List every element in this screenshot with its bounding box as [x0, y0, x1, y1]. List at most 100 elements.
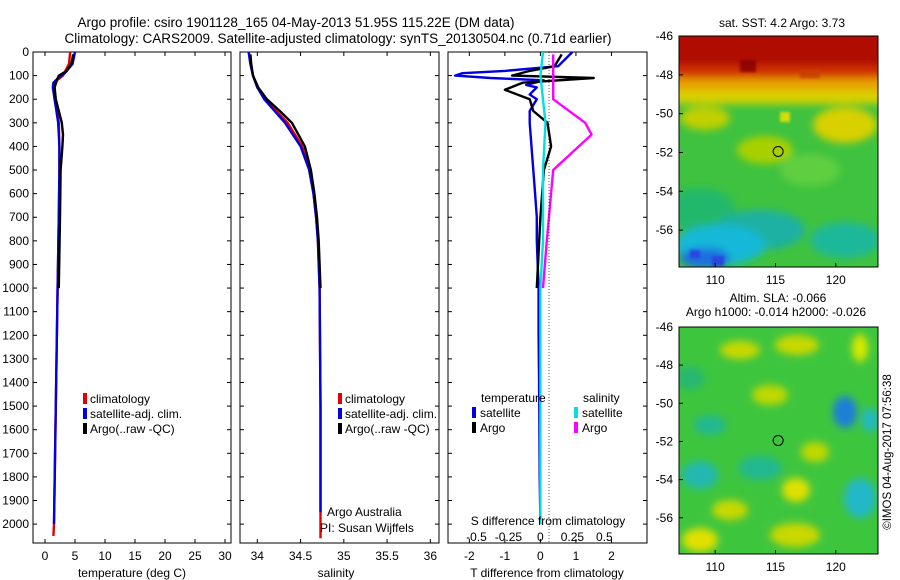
annotation-pi: PI: Susan Wijffels [320, 521, 414, 535]
depth-tick-label: 1900 [2, 494, 29, 508]
x-tick-label: 34 [251, 549, 265, 563]
series-line-argo-raw-qc [249, 54, 322, 289]
legend-swatch-satellite [83, 408, 87, 419]
map-lat-label: -46 [656, 320, 674, 334]
header-line1: Argo profile: csiro 1901128_165 04-May-2… [77, 15, 514, 30]
map-lon-label: 115 [766, 273, 785, 287]
depth-tick-label: 500 [9, 163, 29, 177]
map-lat-label: -46 [656, 29, 674, 43]
x-tick-label: 1 [573, 549, 580, 563]
x-tick-label: 2 [608, 549, 615, 563]
legend-swatch-climatology [338, 393, 342, 404]
s-diff-tick-label: -0.5 [466, 530, 487, 544]
map-lat-label: -48 [656, 358, 674, 372]
depth-tick-label: 800 [9, 234, 29, 248]
depth-tick-label: 700 [9, 210, 29, 224]
x-tick-label: 15 [128, 549, 142, 563]
x-tick-label: 10 [98, 549, 112, 563]
difference-x-ticks: -2 -1 0 1 2 [464, 52, 615, 563]
depth-tick-label: 0 [22, 45, 29, 59]
x-tick-label: 25 [188, 549, 202, 563]
legend-swatch-climatology [83, 393, 87, 404]
depth-tick-label: 1700 [2, 446, 29, 460]
argo-location-marker [772, 435, 784, 446]
sla-map-title: Altim. SLA: -0.066 [730, 291, 827, 305]
depth-tick-label: 600 [9, 187, 29, 201]
temperature-xlabel: temperature (deg C) [78, 566, 186, 580]
legend-label-satellite: satellite-adj. clim. [90, 407, 182, 421]
t-diff-xlabel: T difference from climatology [470, 566, 624, 580]
series-line-temperature-argo [503, 53, 595, 289]
map-lat-label: -48 [656, 68, 674, 82]
difference-series [453, 51, 595, 525]
legend-group-temperature: temperature [481, 391, 546, 405]
annotation-argo-australia: Argo Australia [327, 505, 402, 519]
x-tick-label: 0 [42, 549, 49, 563]
series-line-climatology [247, 51, 322, 539]
s-diff-xlabel: S difference from climatology [471, 514, 626, 528]
map-lon-label: 110 [706, 273, 725, 287]
x-tick-label: 34.5 [289, 549, 313, 563]
salinity-x-ticks: 34 34.5 35 35.5 36 [251, 52, 438, 563]
x-tick-label: 0 [537, 549, 544, 563]
map-lat-label: -50 [656, 396, 674, 410]
depth-tick-label: 400 [9, 139, 29, 153]
map-lat-label: -56 [656, 223, 674, 237]
x-tick-label: -2 [464, 549, 475, 563]
s-diff-tick-label: -0.25 [495, 530, 523, 544]
legend-label-climatology: climatology [345, 392, 405, 406]
temperature-x-ticks: 0 5 10 15 20 25 30 [42, 52, 232, 563]
salinity-depth-ticks [240, 51, 439, 525]
temperature-panel: 0100200300400500600700800900100011001200… [2, 45, 232, 580]
depth-tick-label: 1100 [3, 305, 29, 319]
x-tick-label: 30 [218, 549, 232, 563]
legend-label-argo: Argo(..raw -QC) [90, 422, 175, 436]
sla-map-ticks: -46 -48 -50 -52 -54 -56 110 115 120 [656, 320, 846, 574]
depth-tick-label: 1400 [2, 375, 29, 389]
series-line-salinity-satellite [539, 51, 547, 525]
map-lon-label: 115 [766, 560, 785, 574]
sla-map-subtitle: Argo h1000: -0.014 h2000: -0.026 [686, 305, 866, 319]
depth-tick-label: 200 [9, 92, 29, 106]
salinity-xlabel: salinity [318, 566, 355, 580]
map-lat-label: -56 [656, 511, 674, 525]
depth-tick-label: 300 [9, 116, 29, 130]
depth-tick-label: 900 [9, 257, 29, 271]
map-lat-label: -52 [656, 145, 674, 159]
temperature-series [51, 51, 77, 536]
legend-label-climatology: climatology [90, 392, 150, 406]
sla-map-frame [678, 326, 879, 555]
footer-credit: ©IMOS 04-Aug-2017 07:56:38 [882, 374, 894, 530]
sst-map-frame [678, 35, 879, 268]
legend-swatch-argo [338, 423, 342, 434]
salinity-panel: 34 34.5 35 35.5 36 salinity climatology sate… [239, 51, 440, 580]
sst-map-panel: sat. SST: 4.2 Argo: 3.73 [656, 16, 879, 287]
difference-top-tick-labels: -0.5 -0.25 0 0.25 0.5 [466, 530, 613, 544]
legend-swatch-argo [83, 423, 87, 434]
depth-tick-label: 1500 [2, 399, 29, 413]
temperature-legend: climatology satellite-adj. clim. Argo(..… [83, 392, 182, 436]
temperature-axes-box [32, 51, 232, 544]
legend-label-s-argo: Argo [582, 421, 608, 435]
sst-map-title: sat. SST: 4.2 Argo: 3.73 [719, 16, 845, 30]
sst-map-ticks: -46 -48 -50 -52 -54 -56 110 115 120 [656, 29, 846, 287]
x-tick-label: 36 [424, 549, 438, 563]
x-tick-label: 5 [72, 549, 79, 563]
argo-location-marker [772, 146, 784, 157]
map-lon-label: 110 [706, 560, 725, 574]
salinity-legend: climatology satellite-adj. clim. Argo(..… [338, 392, 437, 436]
salinity-series [247, 51, 322, 539]
sla-map-image [679, 327, 878, 554]
difference-axes-box [447, 51, 648, 544]
header-line2: Climatology: CARS2009. Satellite-adjuste… [64, 31, 611, 46]
x-tick-label: 35 [337, 549, 351, 563]
x-tick-label: 35.5 [375, 549, 399, 563]
depth-tick-label: 2000 [2, 517, 29, 531]
map-lat-label: -54 [656, 473, 674, 487]
s-diff-tick-label: 0.25 [561, 530, 585, 544]
salinity-axes-box [239, 51, 440, 544]
legend-label-argo: Argo(..raw -QC) [345, 422, 430, 436]
x-tick-label: -1 [500, 549, 511, 563]
legend-swatch-satellite [338, 408, 342, 419]
legend-swatch-t-satellite [472, 407, 476, 418]
